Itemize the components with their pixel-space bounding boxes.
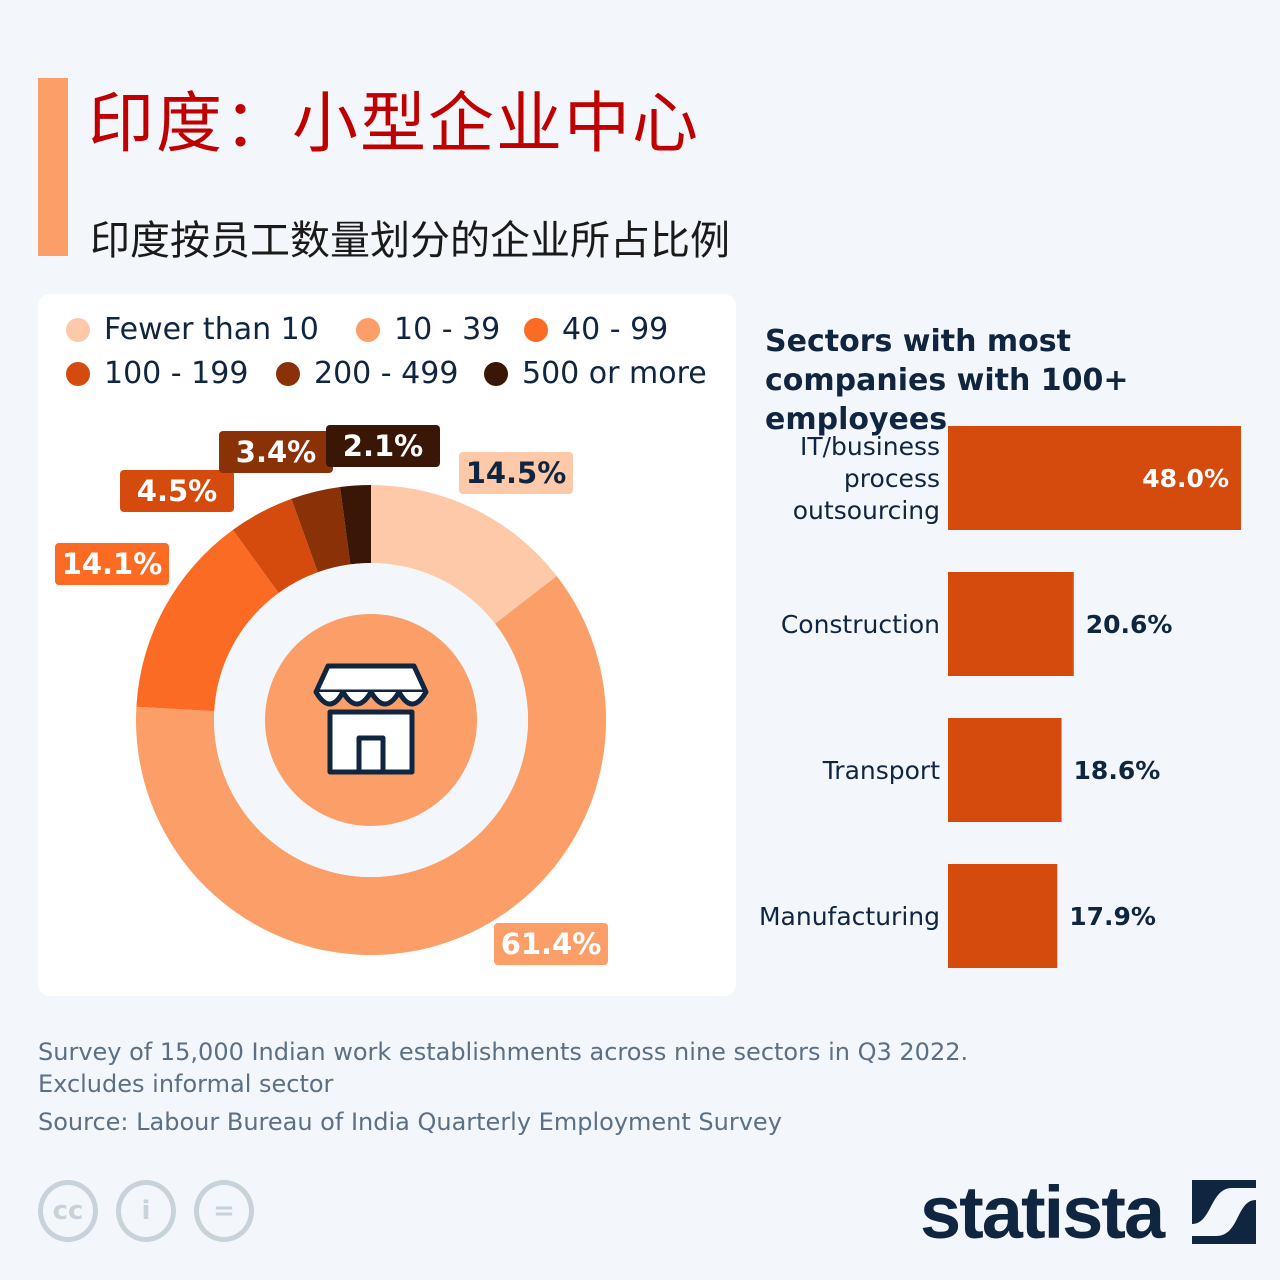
legend-item: 200 - 499 [276, 356, 458, 391]
page-title: 印度：小型企业中心 [88, 85, 700, 162]
source-text: Source: Labour Bureau of India Quarterly… [38, 1108, 782, 1136]
bar-category-label: Manufacturing [759, 902, 940, 931]
donut-slice [371, 485, 557, 624]
by-attribution-icon[interactable]: i [116, 1180, 176, 1242]
bar-value-label: 18.6% [1074, 756, 1161, 785]
statista-logo-mark-icon [1191, 1180, 1256, 1244]
donut-slice [340, 485, 371, 565]
data-label: 14.5% [466, 456, 567, 490]
legend-item: 10 - 39 [356, 312, 500, 347]
data-label-box [120, 470, 234, 512]
bar-chart-title: Sectors with most companies with 100+ em… [765, 324, 1129, 437]
bar-chart: 48.0% IT/business process outsourcing 20.6% C… [759, 426, 1241, 968]
data-label-box [459, 452, 573, 494]
no-derivatives-icon[interactable]: = [194, 1180, 254, 1242]
legend-swatch [66, 361, 90, 386]
legend-label: 10 - 39 [394, 312, 501, 347]
storefront-icon [313, 663, 429, 775]
bar-category-label: outsourcing [793, 496, 940, 525]
footnote: Survey of 15,000 Indian work establishme… [38, 1036, 968, 1100]
data-label-box [55, 543, 169, 585]
legend-item: Fewer than 10 [66, 312, 319, 347]
bar [948, 864, 1058, 968]
legend-label: 200 - 499 [314, 356, 459, 391]
donut-slice [232, 498, 318, 593]
bar-category-label: process [844, 464, 940, 493]
data-label: 2.1% [343, 429, 423, 463]
legend-item: 40 - 99 [524, 312, 668, 347]
cc-icon[interactable]: cc [38, 1180, 98, 1242]
data-label: 61.4% [501, 927, 602, 961]
bar [948, 718, 1062, 822]
bar-category-label: Transport [822, 756, 941, 785]
bar-value-label: 20.6% [1086, 610, 1173, 639]
footnote-line: Excludes informal sector [38, 1070, 334, 1098]
donut-chart: 14.5% 61.4% 14.1% 4.5% 3.4% 2.1% [55, 425, 608, 965]
donut-slice [136, 529, 279, 712]
statista-logo[interactable]: statista [920, 1170, 1256, 1255]
legend-label: 40 - 99 [562, 312, 669, 347]
page-subtitle: 印度按员工数量划分的企业所占比例 [90, 218, 730, 264]
legend-swatch [524, 317, 548, 342]
data-label: 14.1% [62, 547, 163, 581]
legend-swatch [66, 317, 90, 342]
bar [948, 426, 1241, 530]
legend-swatch [276, 361, 300, 386]
data-label: 4.5% [137, 474, 217, 508]
data-label-box [326, 425, 440, 467]
donut-slice [291, 487, 351, 573]
legend-swatch [356, 317, 380, 342]
legend-item: 100 - 199 [66, 356, 248, 391]
legend-swatch [484, 361, 508, 386]
title-accent-bar [38, 78, 68, 256]
data-label-box [219, 431, 333, 473]
donut-slice [136, 575, 606, 956]
bar-value-label: 48.0% [1142, 464, 1229, 493]
legend-label: 500 or more [522, 356, 707, 391]
bar-category-label: IT/business [800, 432, 940, 461]
footnote-line: Survey of 15,000 Indian work establishme… [38, 1038, 969, 1066]
legend-label: 100 - 199 [104, 356, 249, 391]
bar-value-label: 17.9% [1069, 902, 1156, 931]
bar-category-label: Construction [781, 610, 940, 639]
bar [948, 572, 1074, 676]
data-label-box [494, 923, 608, 965]
legend-label: Fewer than 10 [104, 312, 319, 347]
legend-item: 500 or more [484, 356, 707, 391]
data-label: 3.4% [236, 435, 316, 469]
